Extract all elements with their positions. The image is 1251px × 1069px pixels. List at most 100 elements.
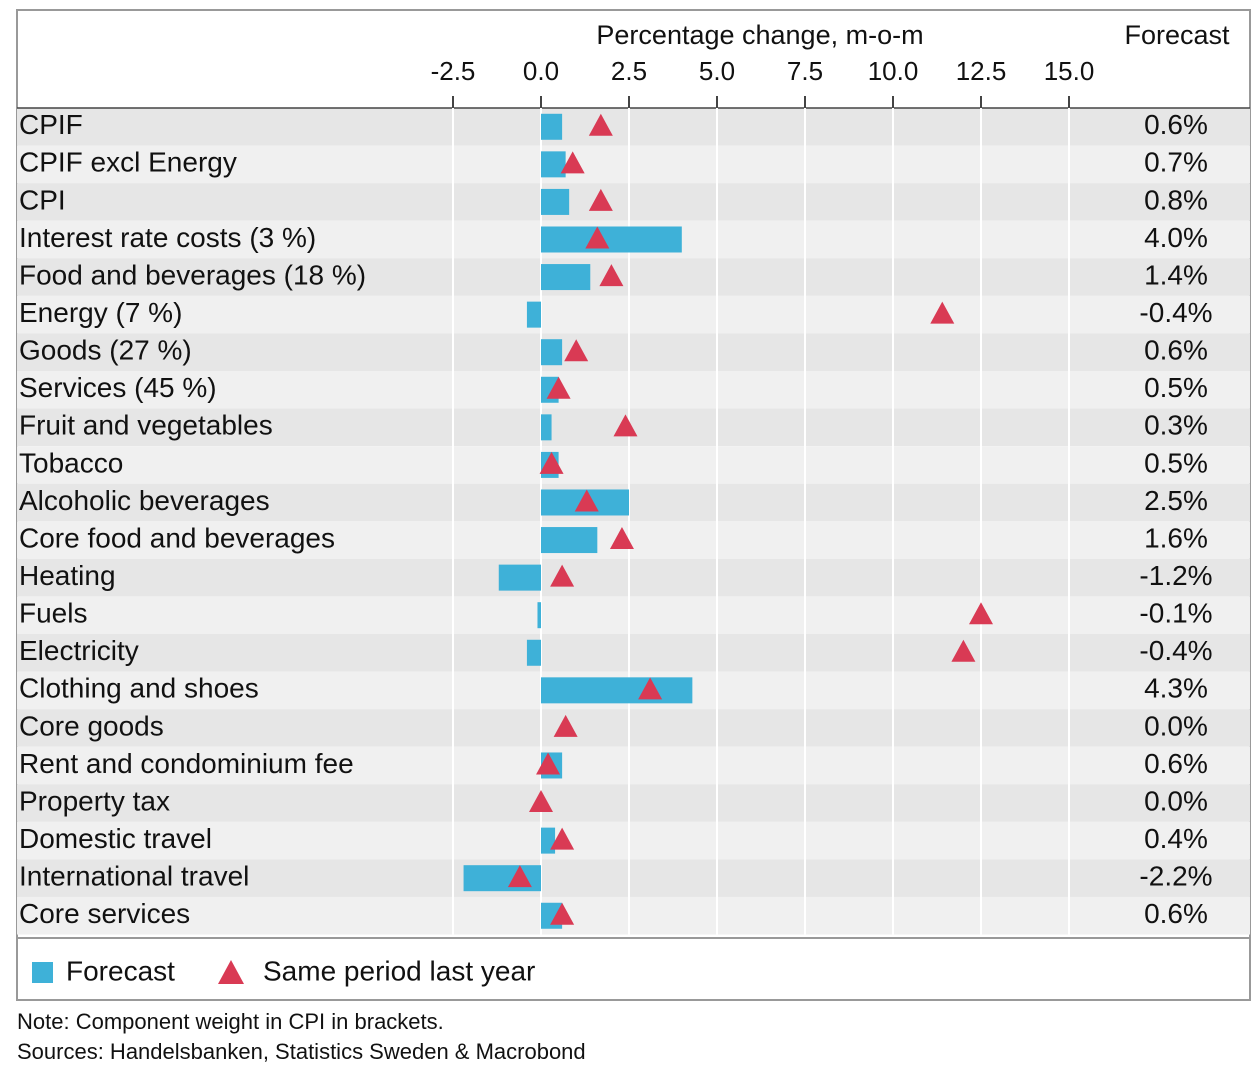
row-background bbox=[17, 183, 1250, 221]
marker-triangle bbox=[536, 752, 561, 775]
value-label: 0.0% bbox=[1144, 710, 1208, 741]
value-label: -2.2% bbox=[1139, 861, 1212, 892]
marker-triangle bbox=[638, 677, 663, 700]
bar bbox=[526, 301, 541, 328]
value-label: 0.5% bbox=[1144, 447, 1208, 478]
x-tick-label: 10.0 bbox=[868, 56, 919, 86]
bar bbox=[541, 188, 570, 215]
row-background bbox=[17, 821, 1250, 860]
legend-swatch bbox=[218, 960, 244, 984]
marker-triangle bbox=[588, 188, 613, 211]
value-label: 0.3% bbox=[1144, 410, 1208, 441]
category-label: Heating bbox=[19, 560, 116, 591]
bar bbox=[541, 527, 598, 554]
marker-triangle bbox=[550, 564, 575, 587]
category-label: Services (45 %) bbox=[19, 372, 217, 403]
row-background bbox=[17, 258, 1250, 296]
category-label: CPIF bbox=[19, 109, 83, 140]
row-background bbox=[17, 370, 1250, 409]
row-background bbox=[17, 483, 1250, 522]
marker-triangle bbox=[951, 639, 976, 662]
x-tick-label: 7.5 bbox=[787, 56, 823, 86]
value-label: -1.2% bbox=[1139, 560, 1212, 591]
row-background bbox=[17, 709, 1250, 747]
x-tick-label: 0.0 bbox=[523, 56, 559, 86]
value-label: 0.6% bbox=[1144, 335, 1208, 366]
value-label: 0.5% bbox=[1144, 372, 1208, 403]
marker-triangle bbox=[969, 602, 993, 625]
category-label: Electricity bbox=[19, 635, 139, 666]
value-label: 1.4% bbox=[1144, 259, 1208, 290]
bar bbox=[541, 113, 563, 140]
marker-triangle bbox=[609, 527, 634, 550]
value-label: 0.0% bbox=[1144, 785, 1208, 816]
category-label: Domestic travel bbox=[19, 823, 212, 854]
bar bbox=[541, 264, 591, 291]
bar bbox=[541, 414, 552, 441]
row-background bbox=[17, 633, 1250, 672]
row-background bbox=[17, 746, 1250, 785]
x-tick-label: 2.5 bbox=[611, 56, 647, 86]
category-label: Core food and beverages bbox=[19, 522, 335, 553]
marker-triangle bbox=[550, 827, 575, 850]
bar bbox=[537, 602, 541, 629]
value-label: 0.6% bbox=[1144, 898, 1208, 929]
bar bbox=[541, 677, 693, 704]
row-background bbox=[17, 859, 1250, 897]
category-label: International travel bbox=[19, 861, 249, 892]
category-label: Tobacco bbox=[19, 447, 123, 478]
category-label: Goods (27 %) bbox=[19, 335, 192, 366]
row-background bbox=[17, 333, 1250, 371]
bar bbox=[498, 564, 541, 591]
row-background bbox=[17, 896, 1250, 935]
x-tick-label: 5.0 bbox=[699, 56, 735, 86]
category-label: CPIF excl Energy bbox=[19, 147, 237, 178]
marker-triangle bbox=[564, 339, 589, 362]
marker-triangle bbox=[529, 790, 553, 813]
value-label: 0.6% bbox=[1144, 109, 1208, 140]
legend-label: Forecast bbox=[66, 955, 175, 986]
value-label: -0.4% bbox=[1139, 297, 1212, 328]
row-background bbox=[17, 145, 1250, 184]
category-label: Alcoholic beverages bbox=[19, 485, 270, 516]
row-background bbox=[17, 784, 1250, 822]
legend-swatch bbox=[32, 962, 53, 983]
value-label: 4.0% bbox=[1144, 222, 1208, 253]
value-label: 0.4% bbox=[1144, 823, 1208, 854]
category-label: Rent and condominium fee bbox=[19, 748, 354, 779]
category-label: Core services bbox=[19, 898, 190, 929]
row-background bbox=[17, 295, 1250, 334]
bar bbox=[526, 639, 541, 666]
value-label: 1.6% bbox=[1144, 522, 1208, 553]
category-label: Core goods bbox=[19, 710, 164, 741]
column-title: Forecast bbox=[1124, 20, 1230, 50]
marker-triangle bbox=[599, 264, 624, 287]
marker-triangle bbox=[574, 489, 599, 512]
value-label: 0.8% bbox=[1144, 184, 1208, 215]
note: Sources: Handelsbanken, Statistics Swede… bbox=[17, 1039, 586, 1064]
marker-triangle bbox=[560, 151, 585, 174]
row-background bbox=[17, 521, 1250, 559]
row-background bbox=[17, 408, 1250, 447]
value-label: -0.1% bbox=[1139, 598, 1212, 629]
x-tick-label: 15.0 bbox=[1044, 56, 1095, 86]
bar bbox=[463, 865, 541, 892]
category-label: Fruit and vegetables bbox=[19, 410, 273, 441]
category-label: CPI bbox=[19, 184, 66, 215]
value-label: 0.7% bbox=[1144, 147, 1208, 178]
marker-triangle bbox=[539, 451, 564, 474]
row-background bbox=[17, 108, 1250, 146]
marker-triangle bbox=[550, 902, 575, 925]
row-background bbox=[17, 446, 1250, 484]
subtitle: Percentage change, m-o-m bbox=[596, 20, 923, 50]
bar bbox=[541, 827, 556, 854]
category-label: Food and beverages (18 %) bbox=[19, 259, 366, 290]
bar bbox=[541, 151, 566, 178]
marker-triangle bbox=[553, 714, 578, 737]
value-label: -0.4% bbox=[1139, 635, 1212, 666]
category-label: Property tax bbox=[19, 785, 170, 816]
legend-label: Same period last year bbox=[263, 955, 535, 986]
bar bbox=[541, 226, 682, 253]
category-label: Interest rate costs (3 %) bbox=[19, 222, 316, 253]
